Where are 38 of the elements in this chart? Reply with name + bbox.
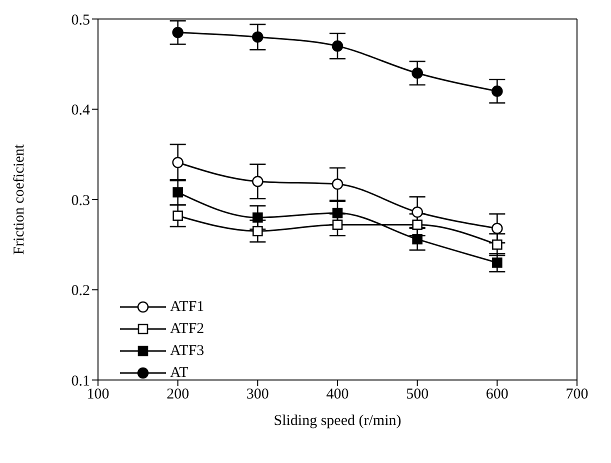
point bbox=[332, 220, 343, 230]
point bbox=[252, 212, 263, 223]
point bbox=[252, 176, 264, 188]
y-tick-label: 0.5 bbox=[71, 12, 90, 28]
x-tick-label: 700 bbox=[566, 386, 588, 403]
point bbox=[412, 68, 423, 79]
point bbox=[332, 40, 344, 52]
y-tick-label: 0.1 bbox=[71, 373, 90, 390]
point bbox=[412, 206, 423, 218]
point bbox=[492, 239, 502, 250]
point bbox=[172, 26, 184, 38]
point bbox=[172, 187, 183, 198]
point bbox=[172, 210, 183, 221]
x-tick-label: 200 bbox=[166, 386, 190, 403]
point bbox=[492, 222, 503, 234]
point bbox=[252, 226, 263, 236]
point bbox=[332, 178, 344, 190]
legend-label: AT bbox=[170, 364, 188, 382]
y-tick-label: 0.3 bbox=[71, 192, 90, 209]
x-axis-title: Sliding speed (r/min) bbox=[274, 413, 402, 429]
point bbox=[412, 234, 422, 244]
legend-label: ATF1 bbox=[170, 298, 204, 316]
legend-label: ATF2 bbox=[170, 320, 204, 338]
y-tick-label: 0.2 bbox=[71, 283, 90, 300]
point bbox=[412, 220, 422, 230]
x-tick-label: 100 bbox=[86, 386, 110, 403]
x-tick-label: 300 bbox=[246, 386, 269, 403]
point bbox=[172, 156, 184, 168]
y-tick-label: 0.4 bbox=[71, 102, 90, 119]
x-tick-label: 500 bbox=[406, 386, 429, 403]
point bbox=[252, 31, 264, 43]
point bbox=[332, 208, 343, 218]
y-axis-title: Friction coeficient bbox=[11, 143, 28, 255]
point bbox=[492, 86, 503, 97]
x-tick-label: 600 bbox=[486, 386, 508, 403]
point bbox=[492, 258, 502, 268]
legend-label: ATF3 bbox=[170, 342, 204, 360]
x-tick-label: 400 bbox=[326, 386, 349, 403]
